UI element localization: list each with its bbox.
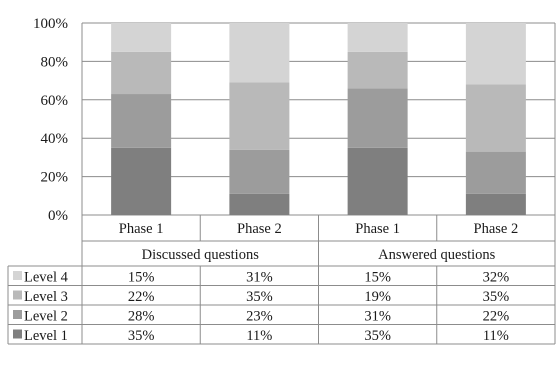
data-label: 11% [246,328,272,344]
y-tick-label: 100% [33,16,68,32]
legend-swatch [13,310,22,319]
y-tick-label: 60% [41,93,69,109]
data-label: 35% [246,289,273,305]
bar-segment-level-1 [465,193,526,215]
legend-swatch [13,290,22,300]
legend-label: Level 2 [24,309,68,325]
data-label: 23% [246,309,273,325]
x-category-label: Phase 1 [119,221,164,237]
data-label: 28% [128,309,155,325]
x-category-label: Phase 2 [237,221,282,237]
y-tick-label: 80% [41,54,69,70]
bar-segment-level-2 [229,149,290,194]
data-label: 32% [483,270,510,286]
bar-segment-level-3 [229,82,290,150]
bar-segment-level-1 [111,147,172,215]
bar-segment-level-3 [111,51,172,95]
bar-segment-level-1 [347,147,408,215]
data-label: 35% [483,289,510,305]
group-label: Discussed questions [142,247,260,263]
y-tick-label: 20% [41,170,69,186]
data-label: 11% [483,328,509,344]
legend-swatch [13,271,22,280]
data-label: 19% [364,289,391,305]
bar-segment-level-3 [465,84,526,152]
bar-segment-level-3 [347,51,408,89]
bar-segment-level-2 [111,94,172,148]
bar-segment-level-1 [229,193,290,215]
group-label: Answered questions [378,247,496,263]
data-label: 22% [483,309,510,325]
data-label: 31% [246,270,273,286]
bar-segment-level-4 [229,23,290,83]
y-tick-label: 0% [48,208,68,224]
data-label: 31% [364,309,391,325]
data-label: 15% [364,270,391,286]
data-label: 15% [128,270,155,286]
bar-segment-level-2 [465,151,526,194]
bar-segment-level-2 [347,88,408,148]
y-tick-label: 40% [41,131,69,147]
legend-label: Level 3 [24,289,68,305]
bar-segment-level-4 [347,23,408,52]
x-category-label: Phase 2 [474,221,519,237]
bar-segment-level-4 [465,23,526,85]
legend-label: Level 4 [24,270,69,286]
legend-label: Level 1 [24,328,68,344]
data-label: 35% [128,328,155,344]
data-label: 22% [128,289,155,305]
bar-segment-level-4 [111,23,172,52]
x-category-label: Phase 1 [355,221,400,237]
legend-swatch [13,329,22,339]
data-label: 35% [364,328,391,344]
